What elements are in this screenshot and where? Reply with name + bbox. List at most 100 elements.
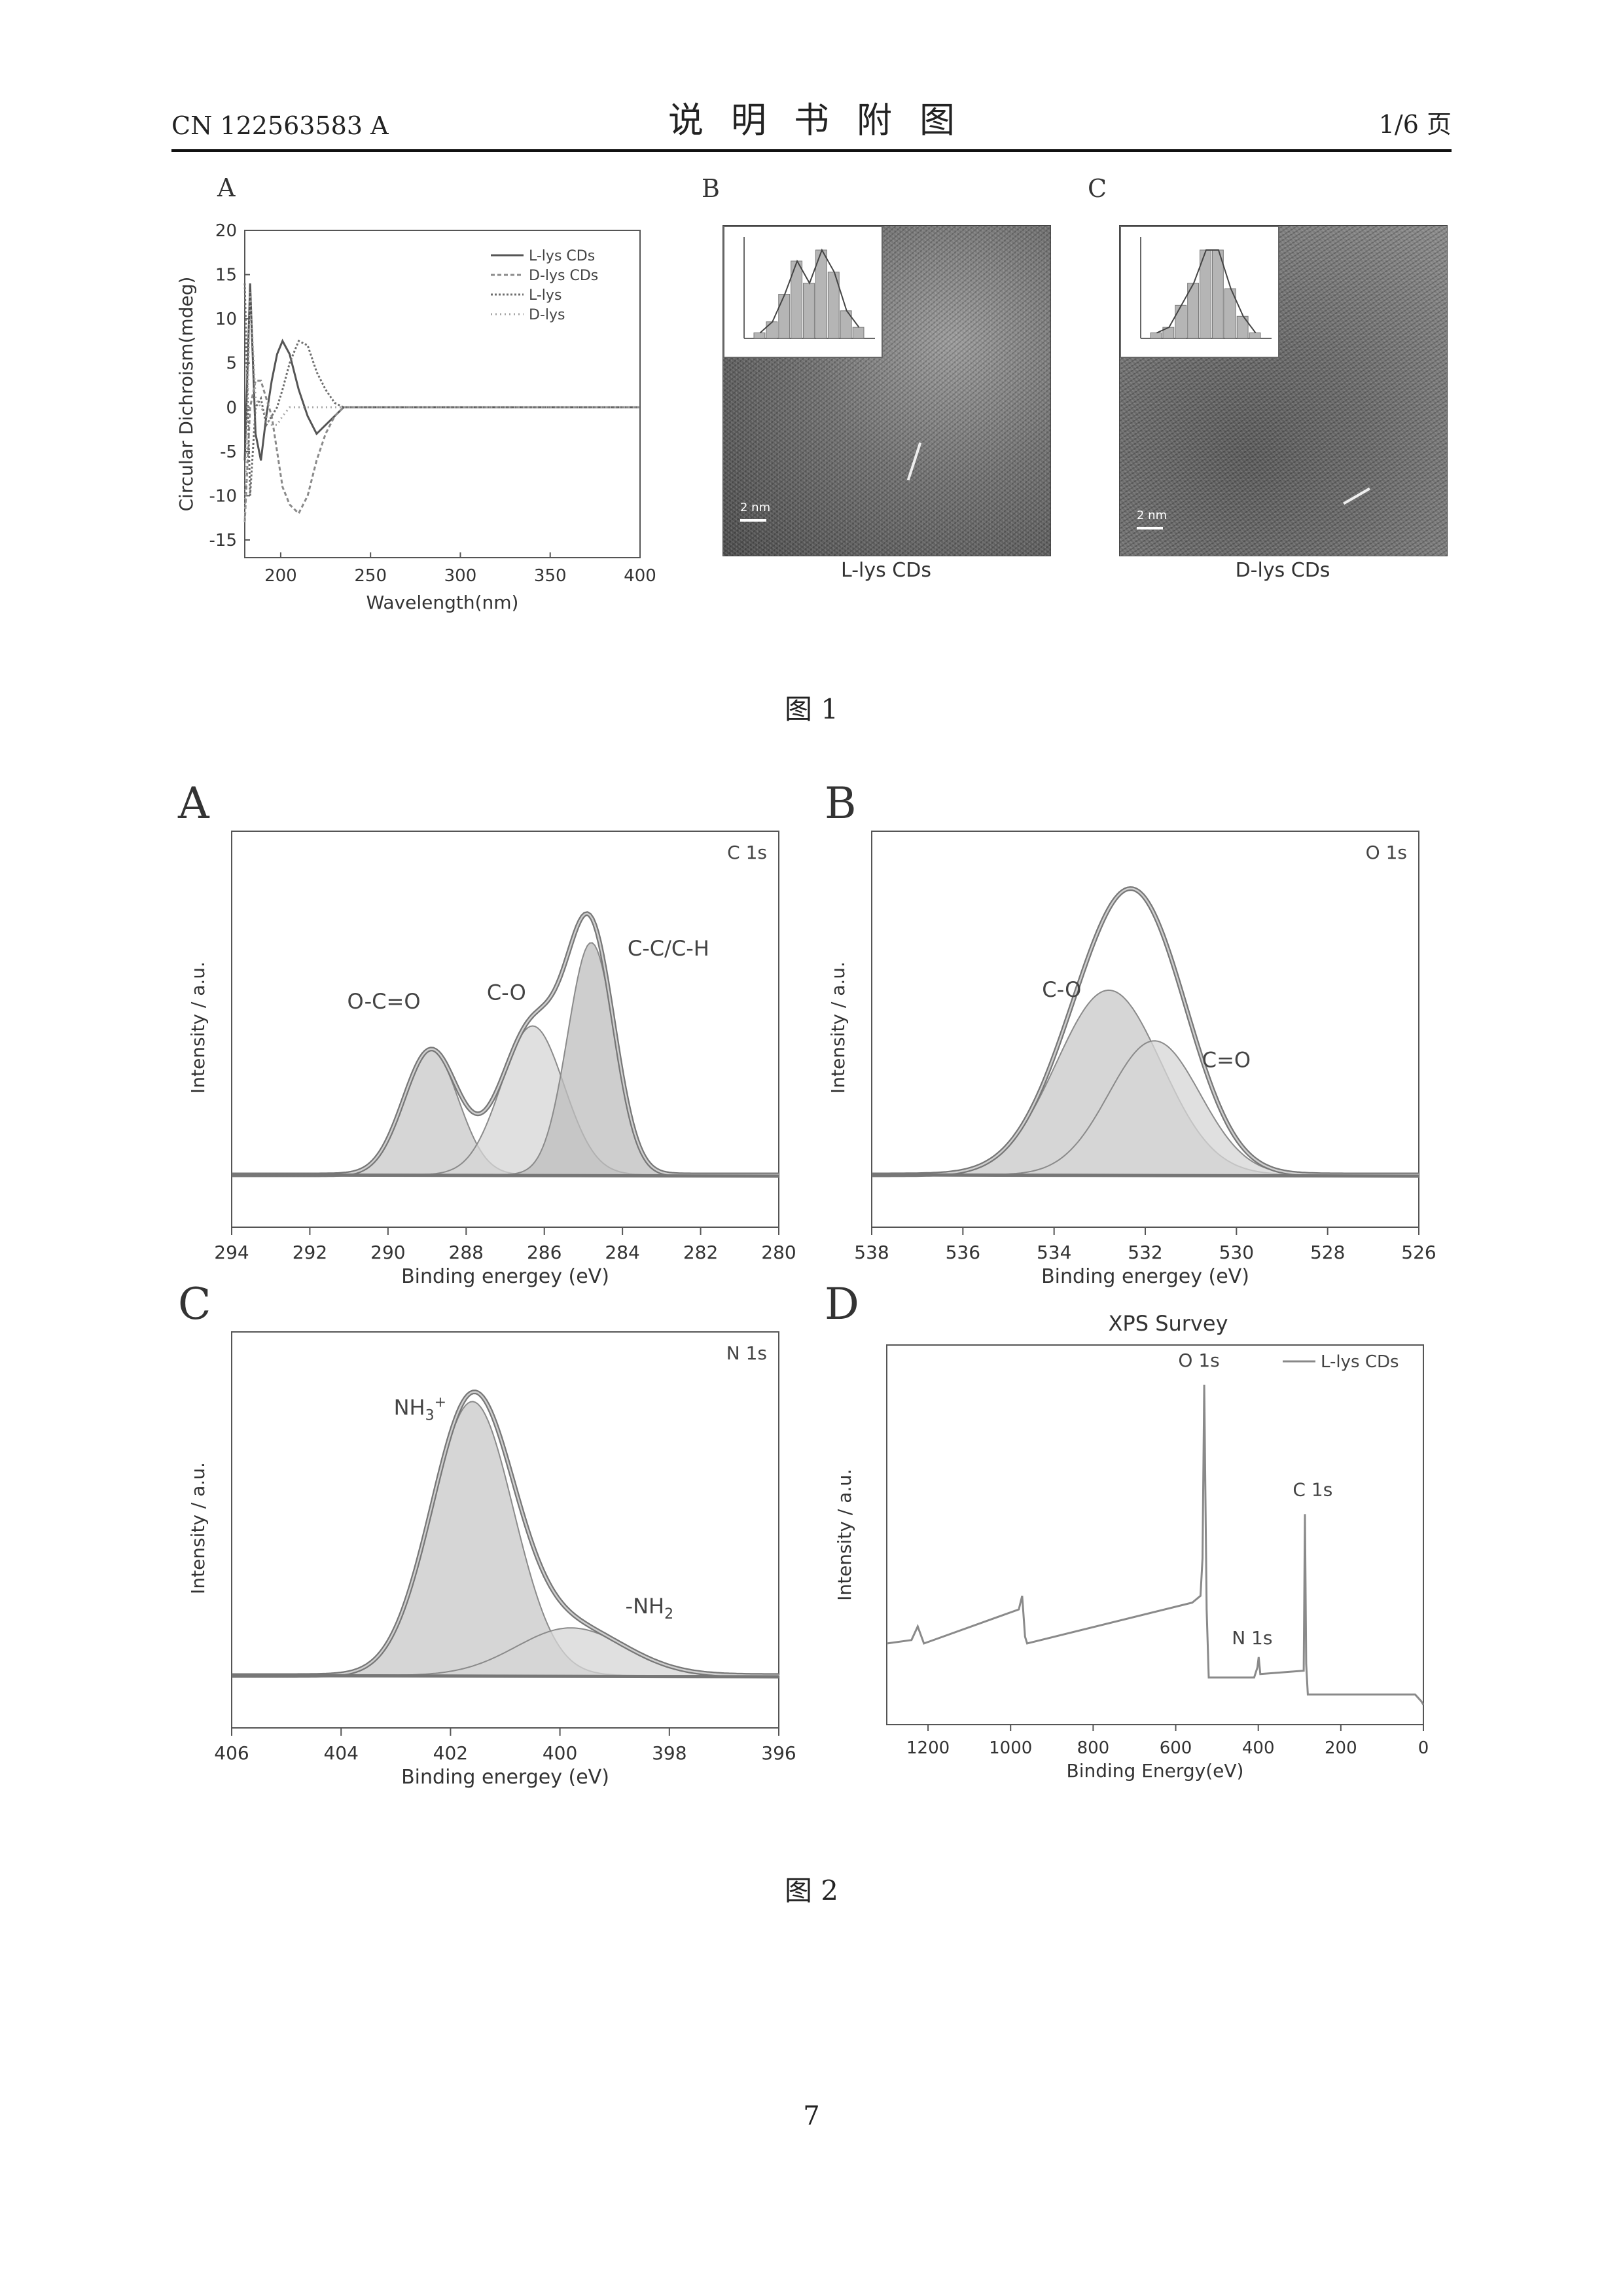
fig2-panel-b-chart: B O 1s C-OC=O 538536534532530528526 Bind… bbox=[812, 779, 1453, 1316]
scale-bar-label: 2 nm bbox=[740, 501, 770, 514]
x-tick-label: 526 bbox=[1401, 1242, 1436, 1263]
page-label: 1/6 页 bbox=[1379, 104, 1452, 140]
peak-label: C-C/C-H bbox=[628, 936, 709, 961]
y-axis-label: Intensity / a.u. bbox=[187, 1462, 209, 1594]
y-axis-label: Intensity / a.u. bbox=[827, 961, 849, 1094]
x-tick-label: 250 bbox=[354, 566, 387, 586]
survey-spectrum bbox=[887, 1385, 1423, 1705]
x-tick-label: 800 bbox=[1077, 1738, 1110, 1758]
fig2-panel-d-letter: D bbox=[825, 1280, 859, 1329]
fig2-panel-c-letter: C bbox=[178, 1280, 211, 1329]
fig1-panel-b-letter: B bbox=[702, 174, 720, 203]
y-tick-label: 10 bbox=[215, 310, 237, 329]
chart-title: XPS Survey bbox=[1108, 1311, 1228, 1336]
lattice-marker bbox=[907, 442, 921, 480]
y-tick-label: -5 bbox=[220, 442, 237, 462]
tem-image-d-lys: 2 nm bbox=[1119, 225, 1448, 556]
legend-label: D-lys CDs bbox=[529, 268, 598, 284]
histogram-bar bbox=[779, 295, 790, 339]
component-peak-1 bbox=[872, 1041, 1419, 1175]
region-label: N 1s bbox=[726, 1342, 767, 1364]
series-line-l-lys bbox=[245, 283, 640, 495]
legend-label: L-lys CDs bbox=[529, 248, 595, 264]
x-tick-label: 404 bbox=[323, 1742, 358, 1764]
x-axis-label: Binding energey (eV) bbox=[401, 1766, 609, 1789]
lattice-marker bbox=[1343, 488, 1370, 505]
histogram-bar bbox=[853, 327, 864, 338]
x-tick-label: 0 bbox=[1418, 1738, 1429, 1758]
histogram-bar bbox=[1150, 333, 1162, 338]
figure1-caption: 图 1 bbox=[681, 687, 942, 727]
peak-label: C-O bbox=[1042, 977, 1081, 1002]
fig2-panel-d-chart: D XPS Survey L-lys CDs O 1sN 1sC 1s 1200… bbox=[812, 1280, 1453, 1816]
peak-label: C=O bbox=[1202, 1047, 1251, 1072]
x-tick-label: 300 bbox=[444, 566, 477, 586]
x-tick-label: 600 bbox=[1160, 1738, 1192, 1758]
series-line-l-lys-cds bbox=[245, 283, 640, 460]
x-axis-label: Wavelength(nm) bbox=[366, 592, 519, 613]
histogram-bar bbox=[1175, 305, 1186, 338]
page-number: 7 bbox=[681, 2101, 942, 2131]
histogram-bar bbox=[804, 283, 815, 338]
histogram-bar bbox=[1212, 250, 1223, 338]
fig2-panel-a-letter: A bbox=[177, 779, 210, 829]
x-tick-label: 400 bbox=[624, 566, 656, 586]
y-tick-label: 0 bbox=[226, 398, 237, 418]
size-distribution-inset bbox=[1120, 226, 1279, 358]
legend: L-lys CDs bbox=[1283, 1352, 1399, 1372]
x-tick-label: 1000 bbox=[989, 1738, 1032, 1758]
y-axis-label: Circular Dichroism(mdeg) bbox=[175, 277, 197, 512]
y-tick-label: 15 bbox=[215, 266, 237, 285]
y-axis-label: Intensity / a.u. bbox=[834, 1469, 855, 1601]
fig2-panel-c-chart: C N 1s NH3+-NH2 406404402400398396 Bindi… bbox=[171, 1280, 800, 1816]
x-tick-label: 530 bbox=[1219, 1242, 1254, 1263]
histogram-bar bbox=[754, 333, 765, 338]
peak-label: -NH2 bbox=[626, 1594, 674, 1623]
x-tick-label: 280 bbox=[761, 1242, 796, 1263]
fig2-panel-b-letter: B bbox=[825, 779, 857, 829]
y-tick-label: 20 bbox=[215, 221, 237, 241]
x-tick-label: 200 bbox=[264, 566, 297, 586]
component-peak-0 bbox=[232, 1401, 779, 1676]
x-tick-label: 350 bbox=[534, 566, 567, 586]
scale-bar bbox=[740, 519, 766, 522]
x-tick-label: 1200 bbox=[906, 1738, 950, 1758]
x-axis-label: Binding Energy(eV) bbox=[1067, 1760, 1244, 1782]
histogram-inset-chart bbox=[1121, 227, 1278, 357]
fig1-panel-a-chart: A 20025030035040020151050-5-10-15 L-lys … bbox=[171, 170, 682, 628]
x-tick-label: 532 bbox=[1128, 1242, 1162, 1263]
region-label: C 1s bbox=[727, 842, 767, 863]
x-tick-label: 200 bbox=[1325, 1738, 1357, 1758]
y-tick-label: -10 bbox=[209, 486, 237, 506]
x-tick-label: 286 bbox=[527, 1242, 562, 1263]
plot-frame bbox=[887, 1345, 1423, 1725]
baseline bbox=[872, 1175, 1419, 1176]
x-tick-label: 284 bbox=[605, 1242, 639, 1263]
fig1-panel-c-letter: C bbox=[1088, 174, 1107, 203]
fig1-panel-b: B 2 nm L-lys CDs bbox=[694, 170, 1060, 589]
y-axis-label: Intensity / a.u. bbox=[187, 961, 209, 1094]
x-tick-label: 536 bbox=[946, 1242, 980, 1263]
histogram-bar bbox=[766, 322, 777, 338]
x-tick-label: 534 bbox=[1037, 1242, 1071, 1263]
y-tick-label: -15 bbox=[209, 531, 237, 550]
x-tick-label: 292 bbox=[293, 1242, 327, 1263]
peak-label: O 1s bbox=[1178, 1350, 1219, 1371]
x-tick-label: 528 bbox=[1310, 1242, 1345, 1263]
legend-label: D-lys bbox=[529, 307, 565, 323]
y-tick-label: 5 bbox=[226, 354, 237, 374]
x-tick-label: 290 bbox=[370, 1242, 405, 1263]
histogram-inset-chart bbox=[724, 227, 882, 357]
x-tick-label: 400 bbox=[1242, 1738, 1275, 1758]
x-tick-label: 294 bbox=[214, 1242, 249, 1263]
baseline bbox=[232, 1676, 779, 1677]
series-line-d-lys-cds bbox=[245, 381, 640, 522]
region-label: O 1s bbox=[1366, 842, 1407, 863]
x-tick-label: 288 bbox=[449, 1242, 484, 1263]
x-tick-label: 396 bbox=[761, 1742, 796, 1764]
scale-bar bbox=[1137, 527, 1163, 529]
peak-label: N 1s bbox=[1232, 1627, 1272, 1649]
fig1-panel-b-caption: L-lys CDs bbox=[722, 559, 1050, 582]
legend-label: L-lys CDs bbox=[1321, 1352, 1399, 1372]
baseline bbox=[232, 1175, 779, 1176]
